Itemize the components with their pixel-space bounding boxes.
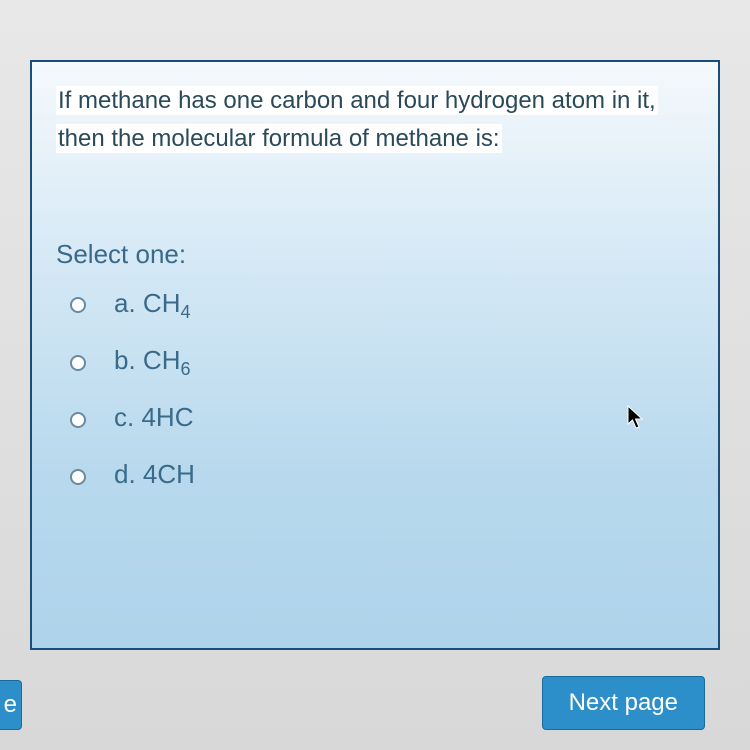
- radio-c[interactable]: [70, 412, 86, 428]
- question-line-2: then the molecular formula of methane is…: [56, 124, 502, 153]
- radio-a[interactable]: [70, 297, 86, 313]
- option-a[interactable]: a. CH4: [70, 288, 694, 323]
- question-line-1: If methane has one carbon and four hydro…: [56, 86, 658, 115]
- option-b-label: b. CH6: [114, 345, 191, 380]
- question-panel: If methane has one carbon and four hydro…: [30, 60, 720, 650]
- select-one-label: Select one:: [56, 239, 694, 270]
- question-text: If methane has one carbon and four hydro…: [56, 82, 694, 159]
- option-d[interactable]: d. 4CH: [70, 459, 694, 494]
- options-group: a. CH4 b. CH6 c. 4HC d. 4CH: [56, 288, 694, 495]
- radio-b[interactable]: [70, 355, 86, 371]
- next-page-button[interactable]: Next page: [542, 676, 705, 730]
- radio-d[interactable]: [70, 469, 86, 485]
- option-c[interactable]: c. 4HC: [70, 402, 694, 437]
- option-b[interactable]: b. CH6: [70, 345, 694, 380]
- prev-page-button-edge[interactable]: e: [0, 680, 22, 730]
- option-a-label: a. CH4: [114, 288, 191, 323]
- option-c-label: c. 4HC: [114, 402, 193, 437]
- option-d-label: d. 4CH: [114, 459, 195, 494]
